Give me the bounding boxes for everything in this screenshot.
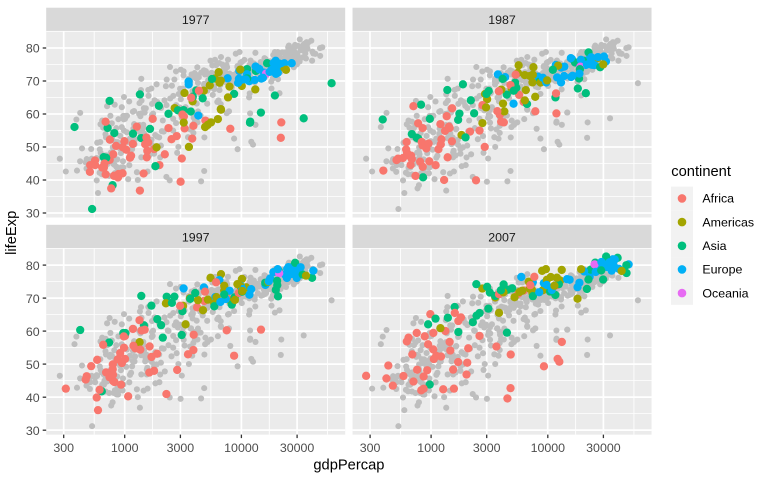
svg-text:1977: 1977 xyxy=(182,13,210,27)
svg-text:Africa: Africa xyxy=(702,192,734,206)
svg-text:Oceania: Oceania xyxy=(702,286,748,300)
svg-text:50: 50 xyxy=(26,141,40,155)
svg-text:Europe: Europe xyxy=(702,263,742,277)
svg-text:300: 300 xyxy=(360,441,381,455)
svg-text:3000: 3000 xyxy=(167,441,195,455)
svg-text:1000: 1000 xyxy=(111,441,139,455)
svg-text:10000: 10000 xyxy=(531,441,566,455)
svg-text:300: 300 xyxy=(53,441,74,455)
svg-text:1997: 1997 xyxy=(182,230,210,244)
svg-text:30: 30 xyxy=(26,424,40,438)
svg-text:30: 30 xyxy=(26,207,40,221)
svg-text:3000: 3000 xyxy=(473,441,501,455)
svg-text:70: 70 xyxy=(26,292,40,306)
svg-text:70: 70 xyxy=(26,75,40,89)
svg-text:1000: 1000 xyxy=(417,441,445,455)
svg-text:30000: 30000 xyxy=(280,441,315,455)
svg-text:1987: 1987 xyxy=(488,13,516,27)
svg-text:40: 40 xyxy=(26,174,40,188)
svg-text:lifeExp: lifeExp xyxy=(4,211,20,255)
svg-text:50: 50 xyxy=(26,358,40,372)
svg-text:80: 80 xyxy=(26,259,40,273)
svg-text:gdpPercap: gdpPercap xyxy=(313,458,384,474)
svg-text:40: 40 xyxy=(26,391,40,405)
svg-text:2007: 2007 xyxy=(488,230,516,244)
svg-text:30000: 30000 xyxy=(586,441,621,455)
svg-text:10000: 10000 xyxy=(224,441,259,455)
svg-text:Americas: Americas xyxy=(702,215,754,229)
svg-text:Asia: Asia xyxy=(702,239,726,253)
svg-text:80: 80 xyxy=(26,42,40,56)
svg-text:continent: continent xyxy=(671,164,731,180)
svg-text:60: 60 xyxy=(26,108,40,122)
svg-text:60: 60 xyxy=(26,325,40,339)
